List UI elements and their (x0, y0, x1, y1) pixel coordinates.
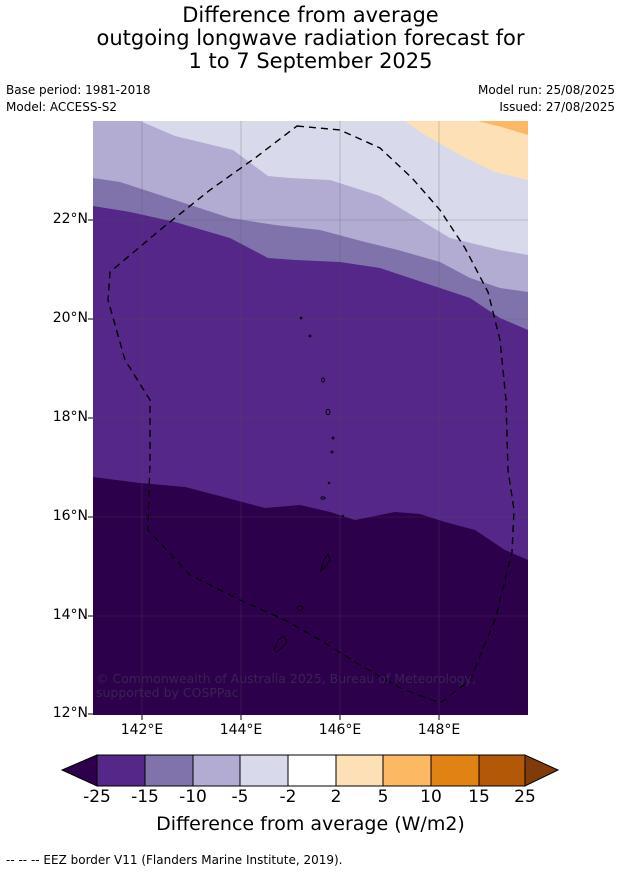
band-minus25 (93, 477, 528, 715)
lat-label-12n: 12°N (52, 705, 88, 721)
colorbar-swatch-5 (288, 755, 336, 786)
lon-label-144e: 144°E (219, 722, 263, 738)
islands (273, 316, 345, 653)
colorbar-tick: -2 (279, 787, 297, 807)
band-plus2 (405, 121, 528, 180)
colorbar-tick: 5 (377, 787, 389, 807)
eez-border (107, 125, 515, 704)
colorbar-swatch-9 (479, 755, 525, 786)
lon-label-146e: 146°E (318, 722, 362, 738)
map-plot (93, 121, 528, 715)
issued-date: Issued: 27/08/2025 (499, 100, 615, 114)
title-line-1: Difference from average (182, 3, 439, 27)
chart-title: Difference from average outgoing longwav… (0, 4, 621, 73)
colorbar-swatch-7 (383, 755, 431, 786)
colorbar (60, 754, 560, 787)
axis-ticks (88, 219, 440, 720)
map-credit: © Commonwealth of Australia 2025, Bureau… (96, 671, 476, 700)
footer-note: -- -- -- EEZ border V11 (Flanders Marine… (6, 853, 343, 867)
lon-gridlines (141, 121, 440, 715)
colorbar-tick: -15 (131, 787, 159, 807)
lat-label-14n: 14°N (52, 607, 88, 623)
title-line-3: 1 to 7 September 2025 (188, 49, 433, 73)
colorbar-tick: -5 (231, 787, 249, 807)
colorbar-tick: 10 (420, 787, 442, 807)
colorbar-swatch-3 (193, 755, 240, 786)
lat-label-22n: 22°N (52, 211, 88, 227)
colorbar-extend-high (524, 754, 560, 787)
colorbar-swatch-2 (145, 755, 193, 786)
meta-right: Model run: 25/08/2025 Issued: 27/08/2025 (478, 82, 615, 116)
lon-label-142e: 142°E (120, 722, 164, 738)
lat-label-20n: 20°N (52, 310, 88, 326)
colorbar-swatch-6 (336, 755, 383, 786)
colorbar-tick: -10 (179, 787, 207, 807)
lon-label-148e: 148°E (417, 722, 461, 738)
colorbar-tick: -25 (83, 787, 111, 807)
colorbar-label: Difference from average (W/m2) (156, 813, 465, 835)
colorbar-swatch-1 (97, 755, 145, 786)
colorbar-swatch-8 (431, 755, 479, 786)
base-period: Base period: 1981-2018 (6, 83, 151, 97)
model-run: Model run: 25/08/2025 (477, 83, 615, 97)
lat-label-16n: 16°N (52, 508, 88, 524)
colorbar-extend-low (60, 754, 98, 787)
lat-label-18n: 18°N (52, 409, 88, 425)
colorbar-tick: 2 (330, 787, 342, 807)
colorbar-tick: 25 (514, 787, 536, 807)
model-name: Model: ACCESS-S2 (6, 100, 118, 114)
colorbar-tick: 15 (468, 787, 490, 807)
lat-gridlines (93, 219, 528, 617)
meta-left: Base period: 1981-2018 Model: ACCESS-S2 (6, 82, 151, 116)
colorbar-swatch-4 (240, 755, 288, 786)
band-plus5 (478, 121, 528, 135)
title-line-2: outgoing longwave radiation forecast for (96, 26, 525, 50)
